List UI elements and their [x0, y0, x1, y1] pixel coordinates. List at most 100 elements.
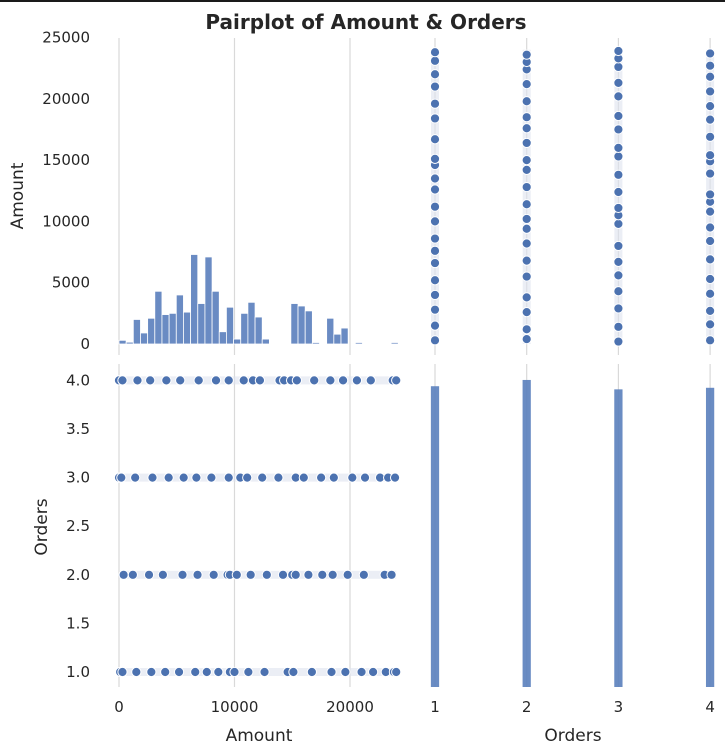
x-tick-label: 20000 — [326, 698, 374, 716]
scatter-point — [358, 569, 369, 580]
scatter-point — [206, 472, 217, 483]
scatter-point — [261, 569, 272, 580]
panel-orders-vs-amount — [113, 364, 402, 687]
scatter-point — [191, 472, 202, 483]
histogram-bar — [197, 303, 206, 345]
scatter-point — [229, 666, 240, 678]
histogram-bar — [354, 342, 363, 345]
scatter-point — [613, 321, 624, 332]
histogram-bar — [614, 389, 623, 687]
scatter-point — [613, 61, 624, 73]
y-tick-label: 4.0 — [66, 371, 90, 389]
x-tick-label: 1 — [430, 698, 440, 716]
scatter-point — [190, 666, 201, 678]
scatter-point — [178, 472, 189, 483]
y-tick-label: 5000 — [52, 274, 90, 292]
scatter-point — [613, 124, 624, 135]
panel-amount-vs-orders — [429, 38, 716, 355]
scatter-point — [521, 324, 532, 335]
scatter-point — [613, 169, 624, 180]
scatter-point — [705, 235, 716, 247]
y-tick-label: 0 — [80, 335, 90, 353]
scatter-point — [521, 181, 532, 193]
scatter-point — [613, 45, 624, 57]
scatter-point — [705, 86, 716, 97]
y-tick-label: 15000 — [42, 151, 90, 169]
scatter-point — [391, 666, 402, 678]
x-tick-label: 4 — [705, 698, 715, 716]
histogram-bar — [247, 301, 256, 345]
scatter-point — [705, 254, 716, 265]
point-density-band — [119, 668, 397, 676]
scatter-point — [705, 288, 716, 299]
histogram-bar — [297, 305, 306, 345]
scatter-point — [309, 375, 320, 386]
scatter-point — [132, 375, 143, 386]
scatter-point — [243, 666, 254, 678]
scatter-point — [429, 69, 441, 80]
scatter-point — [356, 666, 367, 678]
scatter-point — [613, 256, 624, 267]
scatter-point — [147, 472, 158, 483]
histogram-bar — [118, 339, 127, 345]
scatter-point — [163, 472, 174, 483]
scatter-point — [368, 666, 379, 678]
scatter-point — [325, 375, 336, 386]
histogram-bar — [147, 317, 156, 345]
scatter-point — [521, 292, 532, 303]
histogram-bar — [168, 312, 177, 345]
scatter-point — [429, 134, 441, 145]
scatter-point — [391, 375, 402, 386]
scatter-point — [130, 472, 141, 483]
scatter-point — [175, 375, 186, 386]
scatter-point — [143, 569, 155, 580]
histogram-bar — [430, 386, 440, 687]
scatter-point — [613, 91, 624, 102]
point-density-band — [431, 49, 439, 344]
scatter-point — [521, 137, 532, 149]
y-tick-labels-amount: 0 5000 10000 15000 20000 25000 — [42, 29, 90, 354]
scatter-point — [208, 569, 219, 580]
y-tick-label: 1.0 — [66, 663, 90, 681]
scatter-point — [613, 77, 624, 88]
x-tick-label: 0 — [114, 698, 124, 716]
scatter-point — [613, 286, 624, 297]
scatter-point — [705, 319, 716, 330]
histogram-bar — [204, 256, 213, 345]
point-density-band — [119, 570, 397, 579]
scatter-point — [705, 222, 716, 233]
scatter-point — [429, 113, 441, 124]
scatter-point — [254, 375, 266, 386]
scatter-point — [160, 666, 171, 678]
x-axis-label-amount: Amount — [226, 726, 293, 746]
scatter-point — [117, 375, 128, 386]
scatter-point — [210, 375, 222, 386]
scatter-point — [157, 569, 168, 580]
scatter-point — [298, 472, 309, 483]
y-tick-label: 3.5 — [66, 420, 90, 438]
panel-orders-histogram — [430, 364, 715, 687]
scatter-point — [161, 375, 172, 386]
scatter-point — [429, 257, 441, 269]
scatter-point — [231, 569, 242, 580]
scatter-point — [613, 303, 624, 314]
scatter-point — [613, 186, 624, 198]
scatter-point — [705, 114, 716, 125]
scatter-point — [340, 666, 351, 678]
y-tick-label: 25000 — [42, 29, 90, 47]
scatter-point — [327, 569, 338, 580]
scatter-point — [429, 335, 441, 346]
scatter-point — [389, 472, 401, 483]
scatter-point — [127, 569, 138, 580]
scatter-point — [705, 101, 716, 112]
scatter-point — [521, 333, 532, 345]
scatter-point — [245, 569, 256, 580]
scatter-point — [291, 375, 302, 386]
histogram-bar — [254, 316, 263, 345]
scatter-point — [213, 666, 224, 678]
scatter-point — [613, 202, 624, 214]
top-border-line — [0, 0, 725, 2]
scatter-point — [351, 375, 363, 386]
x-axis-label-orders: Orders — [544, 726, 601, 746]
